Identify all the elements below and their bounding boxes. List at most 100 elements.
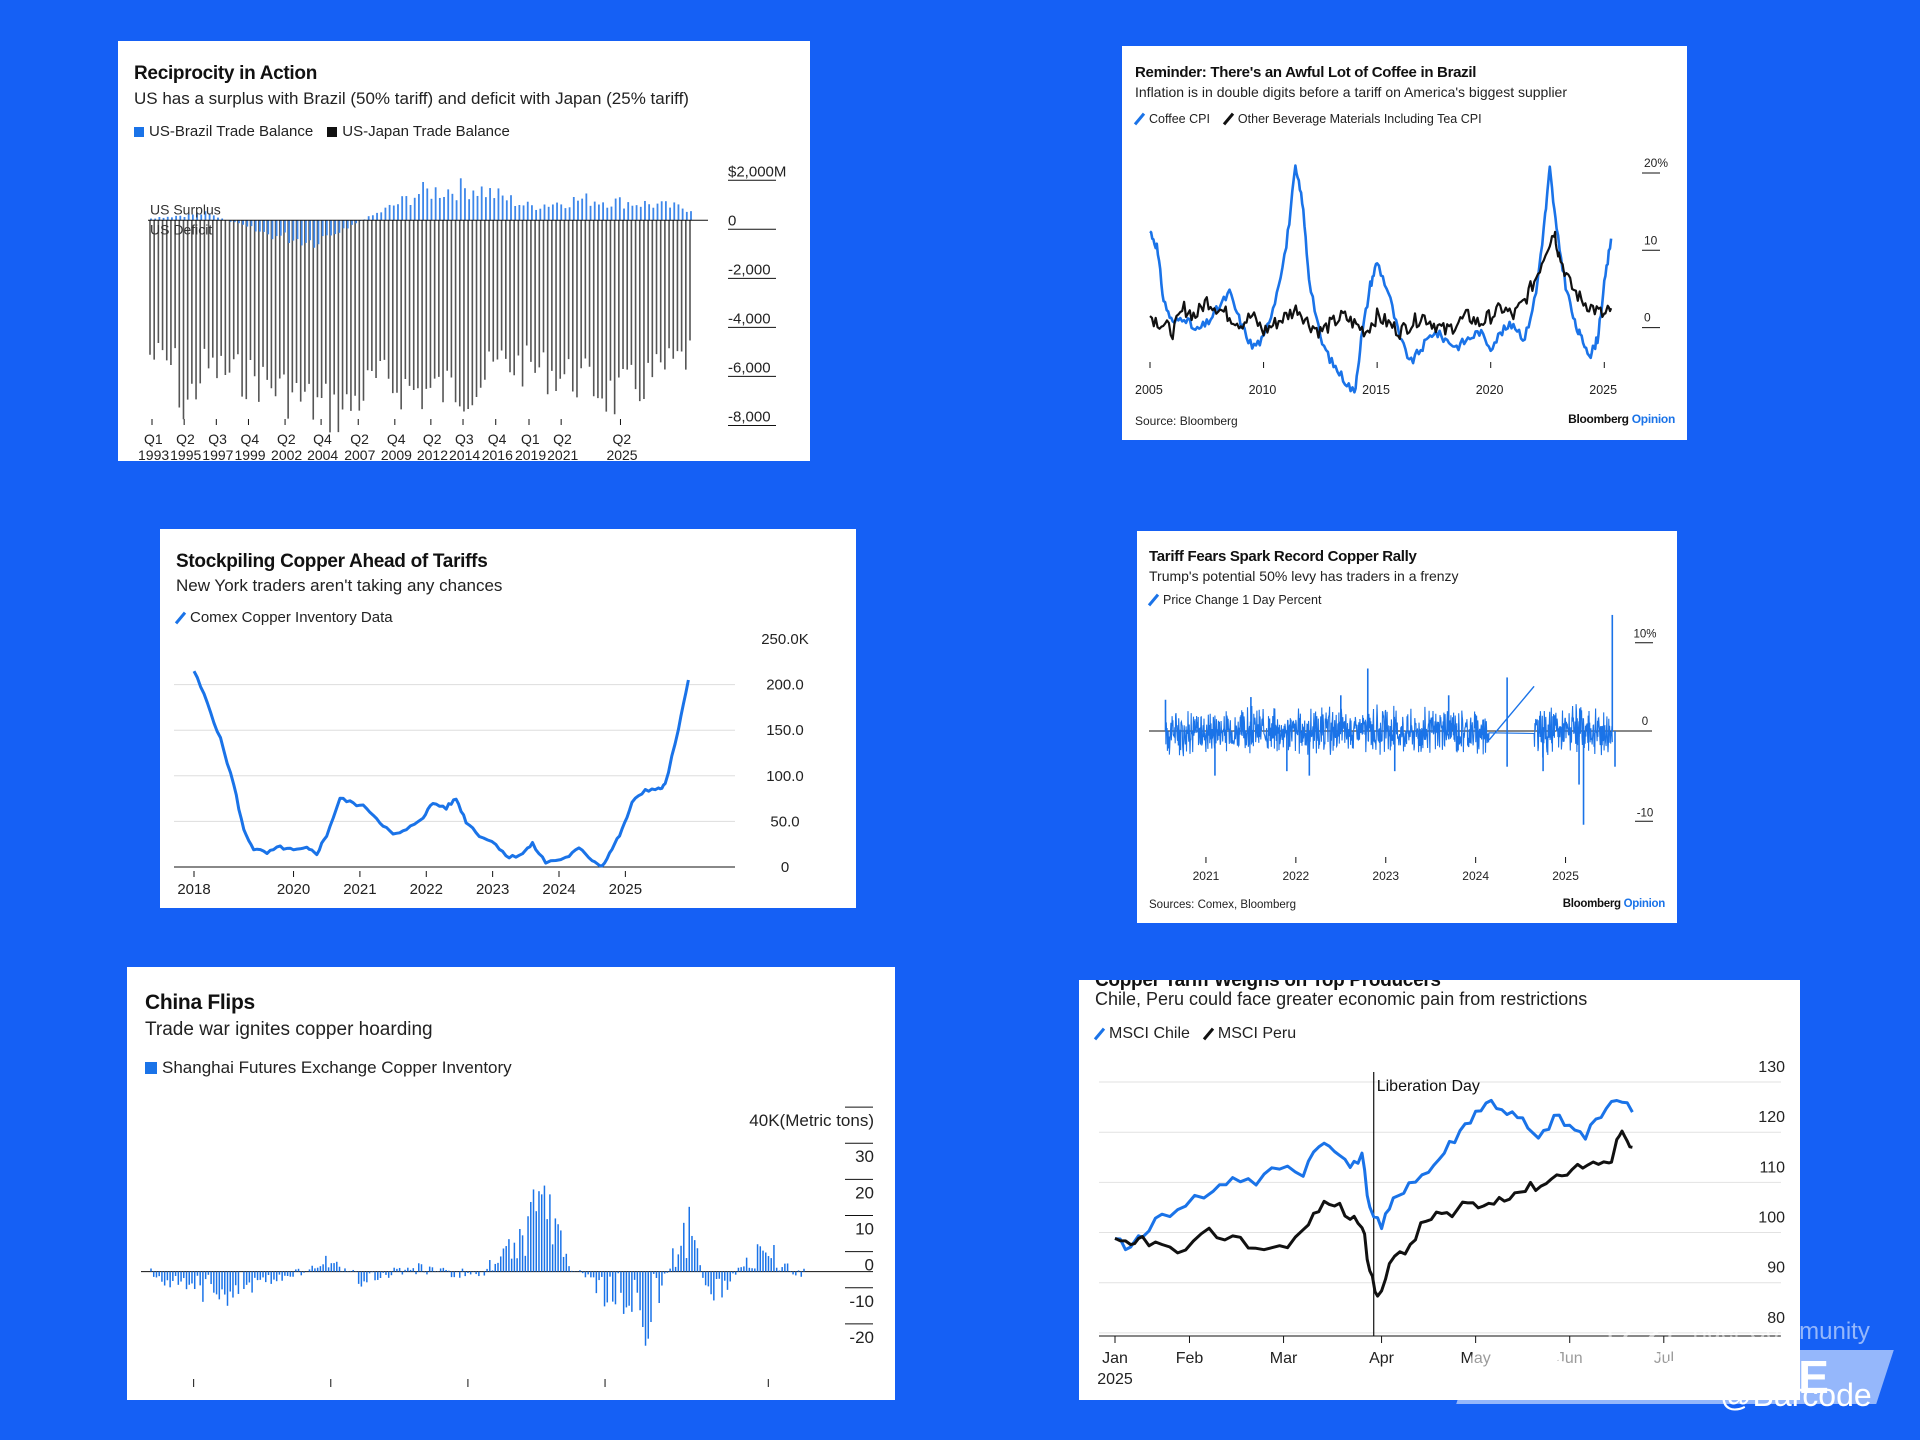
legend-item-brazil: US-Brazil Trade Balance	[134, 123, 313, 140]
y-tick-label: -20	[849, 1328, 874, 1347]
x-tick-label: 2020	[277, 881, 310, 898]
x-tick-label: Mar	[1270, 1350, 1298, 1367]
chart-panel-comex: Stockpiling Copper Ahead of Tariffs New …	[160, 529, 856, 908]
y-tick-label: 200.0	[766, 677, 804, 694]
y-tick-label: -8,000	[728, 408, 771, 425]
y-tick-label: 0	[1644, 311, 1651, 325]
y-tick-label: 100.0	[766, 768, 804, 785]
x-tick-year: 1999	[234, 447, 265, 461]
brand-accent: Opinion	[1623, 898, 1666, 910]
y-tick-label: $2,000M	[728, 163, 786, 180]
y-tick-label: 250.0K	[761, 631, 809, 648]
x-tick-label: 2020	[1476, 383, 1504, 397]
y-tick-label: 130	[1758, 1059, 1785, 1076]
y-tick-label: 120	[1758, 1109, 1785, 1126]
y-tick-label: -10	[1637, 807, 1654, 819]
legend-label: Price Change 1 Day Percent	[1163, 593, 1322, 607]
annotation-us-deficit: US Deficit	[150, 221, 212, 237]
x-tick-label: 2021	[1193, 869, 1220, 883]
x-tick-label: Jan	[1102, 1350, 1128, 1367]
x-tick-label: 2024	[542, 881, 575, 898]
series-line-coffee-cpi	[1149, 164, 1613, 394]
series-line-msci-chile	[1114, 1098, 1634, 1252]
comex-chart-svg: 250.0K 200.0 150.0 100.0 50.0 0 2018 2020 2021 20…	[174, 631, 809, 898]
x-tick-quarter: Q2	[423, 431, 442, 447]
y-tick-label: -2,000	[728, 261, 771, 278]
x-tick-year: 2016	[482, 447, 513, 461]
chart-legend: MSCI Chile MSCI Peru	[1093, 1025, 1296, 1043]
legend-item-japan: US-Japan Trade Balance	[327, 123, 510, 140]
y-tick-label: 10%	[1633, 629, 1656, 641]
x-tick-label: 2018	[177, 881, 210, 898]
x-tick-label: 2005	[1135, 383, 1163, 397]
y-tick-label: 10	[855, 1220, 874, 1239]
x-tick-quarter: Q4	[240, 431, 259, 447]
y-tick-label: 40K(Metric tons)	[749, 1111, 874, 1130]
y-tick-label: 50.0	[770, 813, 799, 830]
legend-label: US-Japan Trade Balance	[342, 123, 510, 140]
x-tick-label: 2022	[1282, 869, 1309, 883]
legend-item-chile: MSCI Chile	[1093, 1025, 1190, 1043]
x-tick-label: Apr	[1369, 1350, 1395, 1367]
chart-title: Stockpiling Copper Ahead of Tariffs	[176, 551, 488, 572]
legend-label: US-Brazil Trade Balance	[149, 123, 314, 140]
x-tick-year: 2009	[381, 447, 412, 461]
chart-legend: Comex Copper Inventory Data	[174, 609, 393, 626]
annotation-us-surplus: US Surplus	[150, 201, 221, 217]
legend-swatch	[327, 126, 338, 137]
chart-title: Reciprocity in Action	[134, 63, 318, 84]
legend-item-peru: MSCI Peru	[1202, 1025, 1296, 1043]
x-tick-quarter: Q2	[176, 431, 195, 447]
x-tick-label: 2023	[476, 881, 509, 898]
y-tick-label: 30	[855, 1147, 874, 1166]
y-tick-label: 0	[781, 859, 789, 876]
coffee-chart-svg: 20% 10 0 2005 2010 2015 2020 2025	[1135, 156, 1668, 397]
x-tick-year: 2025	[606, 447, 637, 461]
chart-subtitle: Trade war ignites copper hoarding	[145, 1019, 433, 1040]
x-tick-quarter: Q2	[612, 431, 631, 447]
chart-panel-china: China Flips Trade war ignites copper hoa…	[127, 967, 895, 1400]
x-tick-quarter: Q3	[455, 431, 474, 447]
x-tick-label: 2015	[1362, 383, 1390, 397]
chart-legend: Coffee CPI Other Beverage Materials Incl…	[1133, 112, 1482, 126]
x-tick-year: 2021	[547, 447, 578, 461]
brand-main: Bloomberg	[1562, 898, 1621, 910]
watermark-community: Tiger Community	[1688, 1318, 1870, 1345]
x-tick-year: 1997	[202, 447, 233, 461]
x-tick-quarter: Q4	[387, 431, 406, 447]
legend-label: Other Beverage Materials Including Tea C…	[1237, 112, 1482, 126]
x-tick-quarter: Q1	[521, 431, 540, 447]
y-tick-label: 80	[1767, 1310, 1785, 1327]
chart-panel-reciprocity: Reciprocity in Action US has a surplus w…	[118, 41, 810, 461]
watermark-handle: @Barcode	[1720, 1377, 1872, 1413]
x-tick-label: Feb	[1176, 1350, 1204, 1367]
x-tick-label: 2010	[1249, 383, 1277, 397]
x-tick-quarter: Q1	[144, 431, 163, 447]
y-tick-label: 110	[1759, 1159, 1785, 1176]
x-tick-year: 2007	[344, 447, 375, 461]
series-line-price-change	[1164, 704, 1613, 758]
y-tick-label: 20%	[1644, 156, 1668, 170]
series-line-comex-inventory	[192, 670, 690, 868]
series-line-tea-cpi	[1149, 230, 1613, 341]
x-tick-year: 2012	[417, 447, 448, 461]
y-tick-label: -4,000	[728, 310, 771, 327]
legend-item-shfe: Shanghai Futures Exchange Copper Invento…	[145, 1058, 512, 1078]
x-tick-label: 2025	[1552, 869, 1579, 883]
reciprocity-chart-svg: $2,000M 0 -2,000 -4,000 -6,000 -8,000 US Surpl…	[138, 163, 786, 461]
x-tick-label: 2025	[609, 881, 642, 898]
x-tick-label: 2021	[343, 881, 376, 898]
chart-title: Tariff Fears Spark Record Copper Rally	[1149, 548, 1417, 565]
y-tick-label: 0	[728, 212, 736, 229]
rally-chart-svg: 10% 0 -10 2021 2022 2023 2024 2025	[1149, 614, 1657, 883]
series-line-msci-peru	[1114, 1129, 1633, 1298]
chart-panel-msci: Copper Tariff Weighs on Top Producers Ch…	[1079, 980, 1800, 1400]
x-tick-quarter: Q3	[208, 431, 227, 447]
chart-panel-rally: Tariff Fears Spark Record Copper Rally T…	[1137, 531, 1677, 923]
x-tick-quarter: Q4	[488, 431, 507, 447]
y-tick-label: 0	[1642, 716, 1648, 728]
x-tick-label: 2023	[1372, 869, 1399, 883]
x-tick-year: 2019	[515, 447, 546, 461]
chart-subtitle: Inflation is in double digits before a t…	[1135, 84, 1567, 100]
legend-swatch	[134, 126, 144, 137]
